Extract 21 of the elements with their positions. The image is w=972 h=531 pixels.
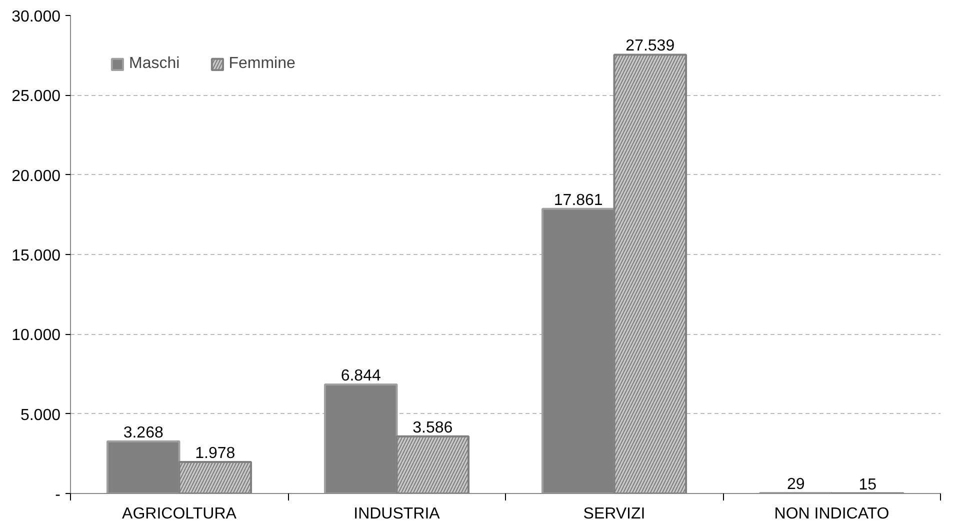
y-tick-label: 25.000 [12, 88, 61, 106]
data-label: 3.268 [123, 424, 164, 442]
x-tick-label: SERVIZI [583, 506, 646, 522]
data-label: 17.861 [554, 192, 603, 209]
y-tick-label: 10.000 [12, 327, 61, 344]
legend-label: Femmine [228, 55, 296, 73]
y-tick-label: 20.000 [12, 168, 61, 185]
data-label: 15 [858, 476, 877, 494]
y-tick-label: 30.000 [12, 8, 61, 26]
data-label: 1.978 [195, 444, 236, 462]
legend-label: Maschi [129, 55, 180, 73]
y-tick-label: 5.000 [20, 406, 61, 424]
data-label: 6.844 [340, 367, 381, 384]
data-label: 27.539 [626, 38, 675, 55]
data-label: 3.586 [412, 419, 453, 436]
y-tick-label: - [55, 486, 60, 504]
y-tick-label: 15.000 [12, 248, 61, 264]
x-tick-label: AGRICOLTURA [122, 506, 237, 522]
x-tick-label: NON INDICATO [774, 506, 890, 522]
x-tick-label: INDUSTRIA [354, 506, 440, 522]
data-label: 29 [786, 476, 805, 494]
